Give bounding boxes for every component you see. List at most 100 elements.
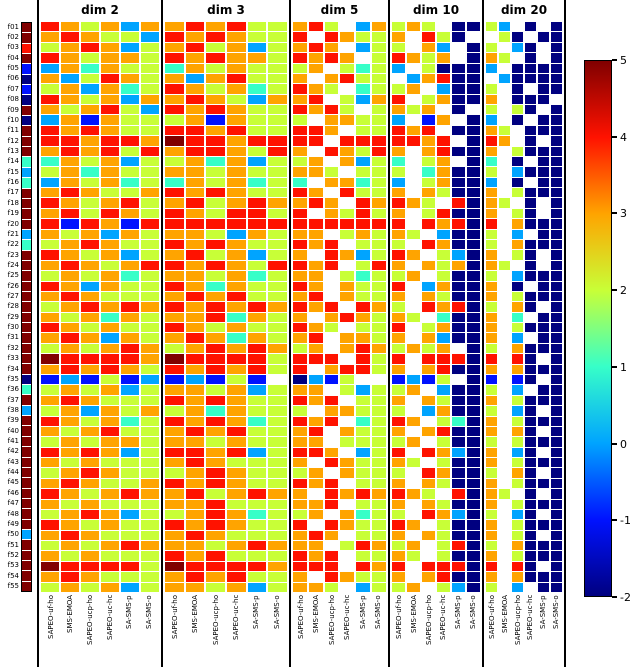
heatmap-cell (141, 260, 159, 271)
heatmap-cell (486, 437, 497, 447)
row-label: f11 (7, 126, 19, 135)
heatmap-cell (499, 396, 510, 405)
row-label: f53 (7, 561, 19, 570)
heatmap-cell (499, 271, 510, 280)
column-label: SMS-EMOA (409, 595, 418, 634)
heatmap-cell (308, 551, 323, 561)
colorbar-tick-label: 4 (620, 130, 627, 144)
heatmap-cell (407, 136, 420, 146)
heatmap-cell (293, 385, 307, 395)
heatmap-cell (247, 437, 267, 447)
heatmap-cell (206, 478, 225, 489)
heatmap-cell (121, 229, 139, 240)
column-label: SMS-EMOA (66, 595, 75, 634)
heatmap-cell (525, 364, 536, 374)
heatmap-cell (538, 73, 549, 84)
heatmap-cell (525, 167, 536, 177)
heatmap-cell (101, 136, 119, 146)
heatmap-cell (452, 582, 465, 592)
heatmap-cell (467, 416, 480, 426)
heatmap-cell (372, 406, 386, 416)
heatmap-cell (437, 84, 450, 94)
heatmap-cell (525, 219, 536, 229)
heatmap-cell (486, 198, 497, 208)
heatmap-cell (247, 94, 267, 105)
reference-cell (22, 498, 31, 509)
heatmap-cell (165, 125, 184, 136)
heatmap-cell (141, 250, 159, 260)
reference-cell (22, 416, 31, 426)
heatmap-cell (499, 510, 510, 519)
column-label: SAPEO-ucp-ho (513, 595, 522, 646)
heatmap-cell (372, 188, 386, 198)
heatmap-cell (268, 582, 287, 592)
heatmap-cell (293, 323, 307, 333)
heatmap-cell (467, 281, 480, 291)
heatmap-cell (308, 385, 323, 395)
heatmap-cell (41, 416, 59, 426)
heatmap-cell (467, 530, 480, 541)
heatmap-cell (324, 250, 339, 260)
heatmap-cell (356, 240, 371, 250)
heatmap-cell (499, 282, 510, 291)
heatmap-cell (486, 146, 497, 156)
heatmap-cell (61, 509, 79, 520)
heatmap-cell (81, 53, 99, 63)
heatmap-cell (340, 240, 354, 249)
heatmap-cell (356, 458, 371, 468)
row-label: f21 (7, 229, 19, 238)
heatmap-cell (486, 385, 497, 395)
heatmap-cell (268, 354, 287, 364)
reference-cell (22, 33, 31, 43)
heatmap-cell (392, 125, 405, 136)
heatmap-cell (422, 561, 435, 572)
heatmap-cell (141, 437, 159, 447)
heatmap-cell (452, 167, 465, 177)
heatmap-cell (422, 271, 435, 280)
heatmap-cell (407, 261, 420, 270)
column-labels: SAPEO-uf-ho SMS-EMOA SAPEO-ucp-ho SAPEO-uc-… (390, 592, 482, 667)
heatmap-cell (422, 73, 435, 84)
heatmap-cell (141, 146, 159, 156)
heatmap-cell (226, 208, 246, 219)
reference-cell (22, 105, 31, 116)
heatmap-cell (165, 374, 184, 385)
heatmap-cell (293, 219, 307, 229)
heatmap-cell (293, 115, 307, 125)
row-label: f39 (7, 416, 19, 425)
heatmap-cell (101, 53, 119, 63)
heatmap-cell (392, 84, 405, 94)
heatmap-cell (486, 53, 497, 63)
heatmap-cell (121, 468, 139, 478)
heatmap-cell (392, 208, 405, 219)
heatmap-cell (422, 478, 435, 489)
heatmap-cell (486, 582, 497, 592)
heatmap-cell (206, 312, 225, 323)
heatmap-cell (525, 188, 536, 198)
heatmap-cell (293, 125, 307, 136)
heatmap-cell (392, 541, 405, 551)
heatmap-cell (356, 291, 371, 302)
heatmap-cell (206, 572, 225, 582)
heatmap-cell (538, 22, 549, 31)
heatmap-cell (226, 541, 246, 551)
heatmap-cell (165, 343, 184, 354)
heatmap-cell (121, 541, 139, 551)
heatmap-cell (293, 541, 307, 551)
heatmap-cell (538, 105, 549, 114)
heatmap-cell (324, 458, 339, 468)
reference-cell (22, 74, 31, 85)
heatmap-cell (165, 291, 184, 302)
heatmap-cell (499, 572, 510, 581)
heatmap-cell (185, 167, 205, 177)
heatmap-grid (163, 22, 289, 592)
heatmap-cell (407, 240, 420, 249)
heatmap-cell (165, 302, 184, 312)
heatmap-cell (247, 188, 267, 198)
heatmap-cell (407, 84, 420, 94)
heatmap-cell (324, 167, 339, 177)
heatmap-cell (392, 458, 405, 468)
heatmap-cell (141, 385, 159, 395)
heatmap-cell (206, 385, 225, 395)
heatmap-cell (308, 333, 323, 343)
